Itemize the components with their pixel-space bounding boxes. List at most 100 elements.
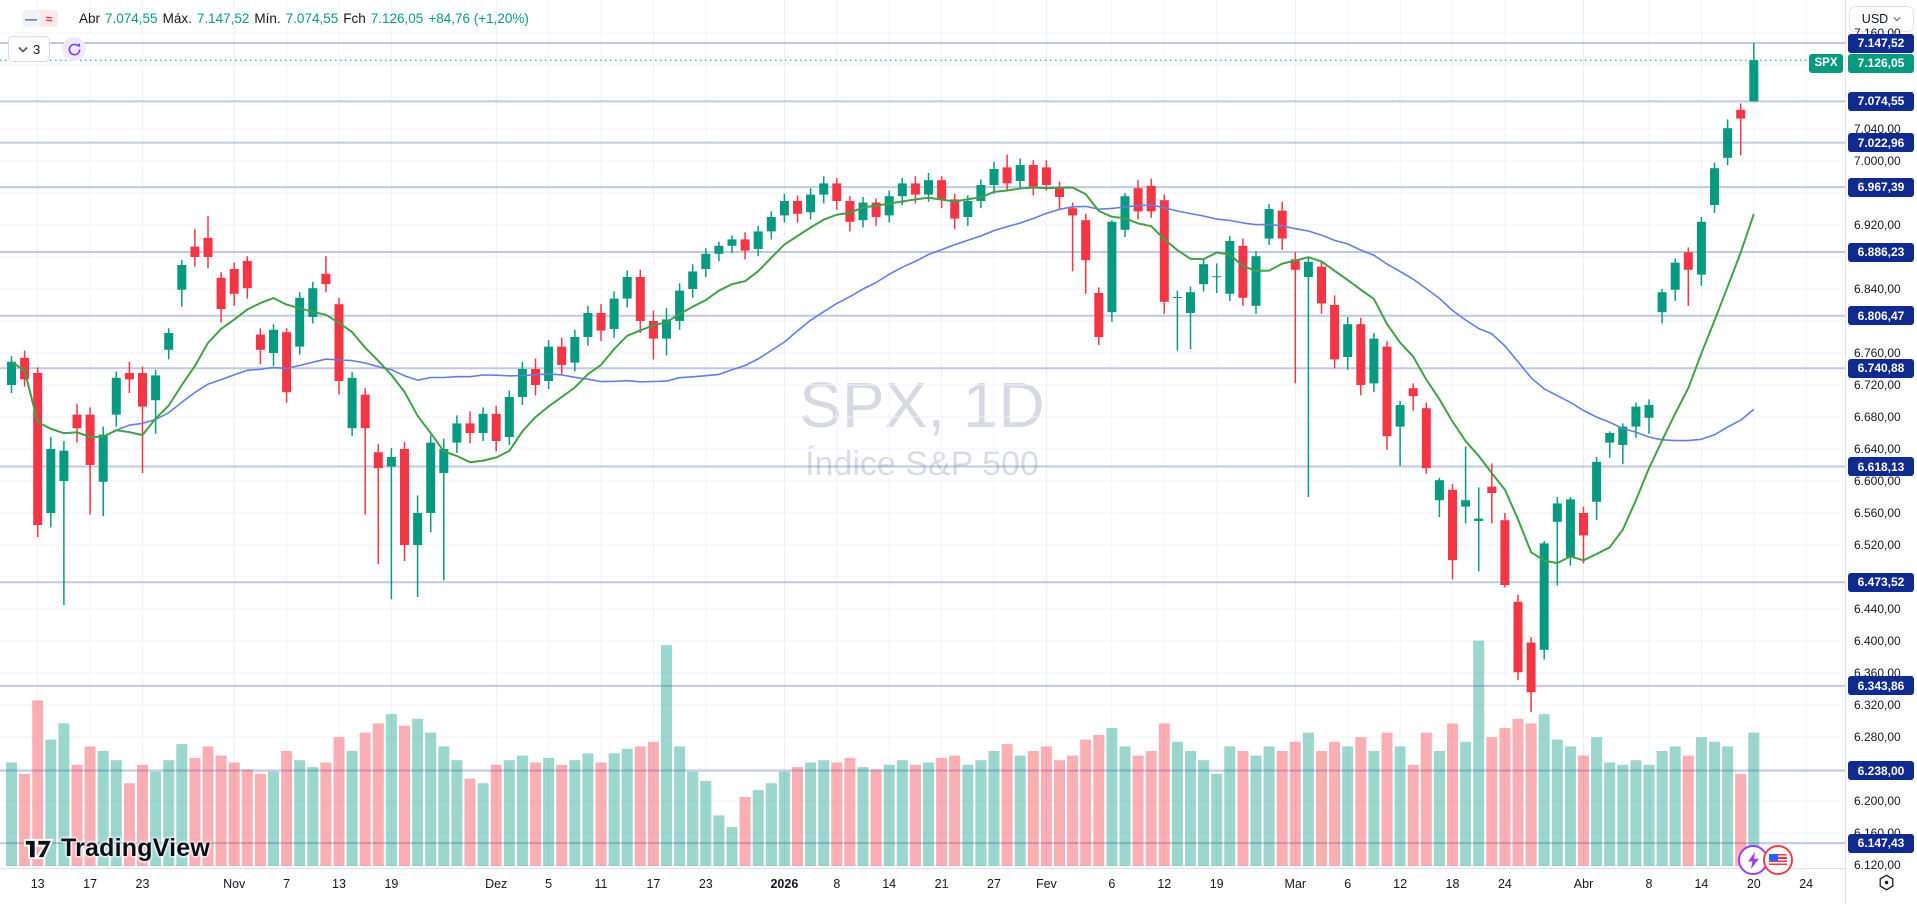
high-value: 7.147,52 <box>196 11 250 26</box>
indicator-collapse-button[interactable]: 3 <box>8 36 51 62</box>
tradingview-logo-text: TradingView <box>61 834 211 862</box>
price-level-badge: 7.022,96 <box>1848 133 1914 153</box>
price-axis-label: 6.920,00 <box>1854 218 1901 232</box>
close-label: Fch <box>343 11 366 26</box>
indicator-count: 3 <box>33 41 41 57</box>
price-level-badge: 6.147,43 <box>1848 833 1914 853</box>
price-level-badge: 7.074,55 <box>1848 91 1914 111</box>
time-axis-label: 11 <box>594 877 608 891</box>
price-axis-label: 6.640,00 <box>1854 442 1901 456</box>
chevron-down-icon <box>18 46 28 53</box>
time-axis-label: 23 <box>698 877 713 891</box>
ohlc-readout: Abr 7.074,55 Máx. 7.147,52 Mín. 7.074,55… <box>79 11 529 26</box>
tradingview-logo[interactable]: TradingView <box>24 834 210 863</box>
time-axis-label: Dez <box>485 877 508 891</box>
ma-fast-line <box>10 186 1755 565</box>
price-axis-label: 7.040,00 <box>1854 122 1901 136</box>
time-axis-label: 20 <box>1746 877 1761 891</box>
price-level-badge: 6.967,39 <box>1848 177 1914 197</box>
time-axis-label: 8 <box>833 877 841 891</box>
time-axis-label: Nov <box>223 877 246 891</box>
refresh-button[interactable] <box>62 37 87 61</box>
time-axis-label: 14 <box>1694 877 1709 891</box>
time-axis-label: 18 <box>1445 877 1460 891</box>
wave-indicator-icon[interactable]: ≈ <box>40 10 58 27</box>
gear-icon <box>1879 874 1894 891</box>
currency-label: USD <box>1861 12 1889 26</box>
price-level-badge: 6.473,52 <box>1848 572 1914 592</box>
time-axis-label: 24 <box>1799 877 1814 891</box>
chevron-down-icon <box>1893 16 1901 22</box>
last-price-badge: 7.126,05 <box>1848 53 1914 73</box>
refresh-icon <box>68 42 81 55</box>
ma-slow-line <box>11 204 1755 442</box>
price-level-badge: 6.886,23 <box>1848 242 1914 262</box>
time-axis-label: 14 <box>882 877 897 891</box>
price-axis-label: 7.000,00 <box>1854 154 1901 168</box>
candlesticks <box>7 43 1759 713</box>
price-scale-settings[interactable] <box>1878 874 1895 896</box>
indicator-toolbar: 3 <box>8 36 87 62</box>
price-level-badge: 7.147,52 <box>1848 33 1914 53</box>
time-axis-label: 23 <box>135 877 150 891</box>
tradingview-mark-icon <box>24 838 54 859</box>
time-axis-label: 6 <box>1108 877 1116 891</box>
price-axis-label: 6.840,00 <box>1854 282 1901 296</box>
price-level-badge: 6.238,00 <box>1848 761 1914 781</box>
price-axis-label: 6.680,00 <box>1854 410 1901 424</box>
low-value: 7.074,55 <box>285 11 339 26</box>
time-axis-label: 8 <box>1645 877 1653 891</box>
price-level-badge: 6.806,47 <box>1848 306 1914 326</box>
time-axis-label: 5 <box>545 877 553 891</box>
price-axis-label: 6.280,00 <box>1854 730 1901 744</box>
price-axis[interactable]: USD 7.160,007.040,007.000,006.920,006.84… <box>1809 0 1917 904</box>
time-axis-label: Fev <box>1035 877 1057 891</box>
time-axis-label: 12 <box>1157 877 1172 891</box>
change-value: +84,76 (+1,20%) <box>428 11 529 26</box>
price-axis-label: 6.560,00 <box>1854 506 1901 520</box>
volume-bars <box>6 640 1760 866</box>
price-axis-label: 6.760,00 <box>1854 346 1901 360</box>
lightning-bolt-icon <box>1747 851 1759 869</box>
time-axis-label: Abr <box>1573 877 1594 891</box>
symbol-legend: — ≈ Abr 7.074,55 Máx. 7.147,52 Mín. 7.07… <box>22 10 529 27</box>
currency-selector[interactable]: USD <box>1849 6 1914 32</box>
time-axis-label: 21 <box>934 877 949 891</box>
price-level-lines <box>0 42 1845 845</box>
time-axis-label: 27 <box>987 877 1001 891</box>
market-status-icons <box>1738 845 1793 875</box>
us-flag-icon <box>1769 853 1787 867</box>
price-axis-label: 6.440,00 <box>1854 602 1901 616</box>
time-axis-label: 19 <box>384 877 399 891</box>
price-level-badge: 6.343,86 <box>1848 676 1914 696</box>
time-axis-label: 19 <box>1209 877 1224 891</box>
price-axis-label: 6.400,00 <box>1854 634 1901 648</box>
high-label: Máx. <box>162 11 192 26</box>
open-label: Abr <box>79 11 101 26</box>
symbol-price-tag: SPX <box>1809 53 1843 73</box>
us-market-flag-icon[interactable] <box>1763 845 1793 875</box>
price-axis-label: 6.320,00 <box>1854 698 1901 712</box>
price-axis-label: 6.120,00 <box>1854 858 1901 872</box>
open-value: 7.074,55 <box>105 11 158 26</box>
time-axis-label: 2026 <box>770 877 799 891</box>
time-axis-label: 24 <box>1497 877 1512 891</box>
time-axis-label: 12 <box>1393 877 1408 891</box>
grid-lines <box>0 0 1845 868</box>
minus-icon[interactable]: — <box>22 10 40 27</box>
legend-series-chips[interactable]: — ≈ <box>22 10 58 27</box>
price-axis-label: 6.720,00 <box>1854 378 1901 392</box>
time-axis-label: 17 <box>83 877 98 891</box>
price-level-badge: 6.618,13 <box>1848 457 1914 476</box>
time-axis-label: 13 <box>30 877 45 891</box>
price-axis-label: 6.200,00 <box>1854 794 1901 808</box>
price-level-badge: 6.740,88 <box>1848 358 1914 378</box>
time-axis-label: 17 <box>646 877 661 891</box>
low-label: Mín. <box>254 11 281 26</box>
price-axis-label: 6.600,00 <box>1854 474 1901 488</box>
time-axis[interactable]: 13 17 23 Nov 7 13 19 Dez 5 11 17 23 2026 8 14 21 27 Fev 6 1… <box>0 868 1845 904</box>
time-axis-label: Mar <box>1284 877 1307 891</box>
time-axis-label: 7 <box>283 877 291 891</box>
